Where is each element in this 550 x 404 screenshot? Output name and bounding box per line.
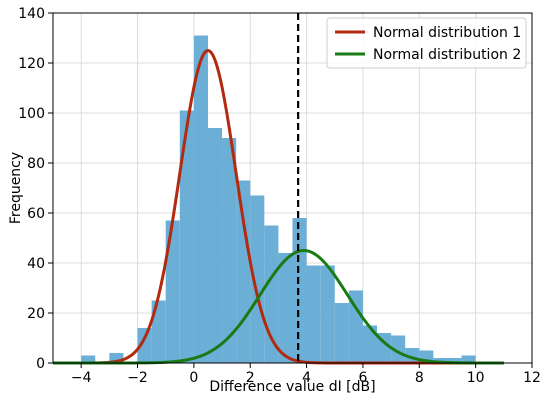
histogram-bar [391, 335, 406, 363]
histogram-bar [461, 355, 476, 363]
histogram-bar [362, 325, 378, 363]
x-tick-label: 2 [246, 370, 255, 386]
histogram-bar [433, 358, 448, 363]
x-tick-label: 10 [467, 370, 485, 386]
histogram-bar [447, 358, 462, 363]
histogram-bar [222, 138, 237, 363]
histogram-bar [151, 300, 166, 363]
legend-box [326, 17, 527, 69]
x-axis-title: Difference value dI [dB] [209, 379, 375, 395]
histogram-bar [264, 225, 279, 363]
histogram-bar [334, 303, 349, 363]
legend: Normal distribution 1 Normal distribution… [326, 17, 527, 69]
x-tick-label: 0 [189, 370, 198, 386]
histogram-bar [306, 265, 321, 363]
legend-entry-label: Normal distribution 1 [373, 25, 521, 41]
histogram-bar [348, 290, 363, 363]
x-tick-label: 12 [523, 370, 541, 386]
y-axis-ticks: 0 20 40 60 80 100 120 140 [18, 6, 53, 372]
histogram-bar [250, 195, 265, 363]
x-tick-label: −2 [127, 370, 148, 386]
histogram-bar [207, 128, 223, 363]
y-tick-label: 80 [27, 156, 45, 172]
histogram-bar [81, 355, 96, 363]
histogram-bar [165, 220, 180, 363]
y-tick-label: 60 [27, 206, 45, 222]
y-tick-label: 140 [18, 6, 45, 22]
histogram-bar [137, 328, 152, 363]
histogram-bar [292, 218, 307, 363]
histogram-bar [109, 353, 124, 363]
histogram-bar [236, 180, 251, 363]
x-tick-label: 4 [302, 370, 311, 386]
legend-entry-label: Normal distribution 2 [373, 47, 521, 63]
histogram-bar [278, 253, 293, 363]
plot-frame [52, 12, 533, 364]
x-tick-label: −4 [71, 370, 92, 386]
histogram-bars [81, 35, 476, 363]
x-axis-ticks: −4 −2 0 2 4 6 8 10 12 [71, 363, 541, 386]
y-tick-label: 40 [27, 256, 45, 272]
y-axis-title: Frequency [8, 152, 24, 224]
y-tick-label: 120 [18, 56, 45, 72]
y-tick-label: 100 [18, 106, 45, 122]
histogram-bar [320, 265, 335, 363]
x-tick-label: 6 [358, 370, 367, 386]
y-tick-label: 20 [27, 306, 45, 322]
histogram-bar [193, 35, 208, 363]
x-tick-label: 8 [415, 370, 424, 386]
y-tick-label: 0 [36, 356, 45, 372]
histogram-bar [179, 110, 194, 363]
